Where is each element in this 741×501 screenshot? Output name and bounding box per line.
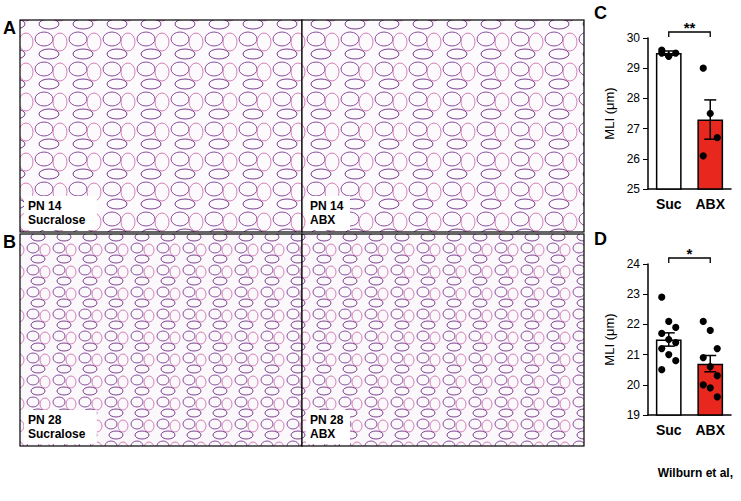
svg-text:C: C bbox=[594, 3, 607, 23]
svg-text:PN 14: PN 14 bbox=[28, 199, 62, 213]
svg-text:Suc: Suc bbox=[656, 196, 682, 212]
svg-text:PN 28: PN 28 bbox=[28, 413, 62, 427]
svg-text:PN 14: PN 14 bbox=[310, 199, 344, 213]
svg-text:23: 23 bbox=[627, 287, 641, 301]
svg-text:29: 29 bbox=[627, 61, 641, 75]
svg-text:ABX: ABX bbox=[310, 213, 335, 227]
svg-text:25: 25 bbox=[627, 182, 641, 196]
svg-text:Sucralose: Sucralose bbox=[28, 427, 86, 441]
svg-text:B: B bbox=[3, 232, 16, 252]
svg-text:**: ** bbox=[684, 19, 696, 36]
svg-text:PN 28: PN 28 bbox=[310, 413, 344, 427]
svg-text:19: 19 bbox=[627, 408, 641, 422]
svg-text:Sucralose: Sucralose bbox=[28, 213, 86, 227]
svg-text:30: 30 bbox=[627, 31, 641, 45]
svg-text:27: 27 bbox=[627, 122, 641, 136]
svg-text:28: 28 bbox=[627, 91, 641, 105]
svg-text:D: D bbox=[594, 229, 607, 249]
svg-text:MLI (μm): MLI (μm) bbox=[602, 313, 617, 365]
svg-text:ABX: ABX bbox=[695, 422, 725, 438]
svg-text:Suc: Suc bbox=[656, 422, 682, 438]
svg-text:ABX: ABX bbox=[310, 427, 335, 441]
svg-text:24: 24 bbox=[627, 257, 641, 271]
svg-text:22: 22 bbox=[627, 317, 641, 331]
svg-text:21: 21 bbox=[627, 348, 641, 362]
svg-text:*: * bbox=[687, 245, 693, 262]
svg-text:ABX: ABX bbox=[695, 196, 725, 212]
svg-text:MLI (μm): MLI (μm) bbox=[602, 87, 617, 139]
svg-text:26: 26 bbox=[627, 152, 641, 166]
svg-text:A: A bbox=[3, 18, 16, 38]
svg-text:20: 20 bbox=[627, 378, 641, 392]
html-text:Wilburn et al,: Wilburn et al, bbox=[657, 466, 733, 480]
